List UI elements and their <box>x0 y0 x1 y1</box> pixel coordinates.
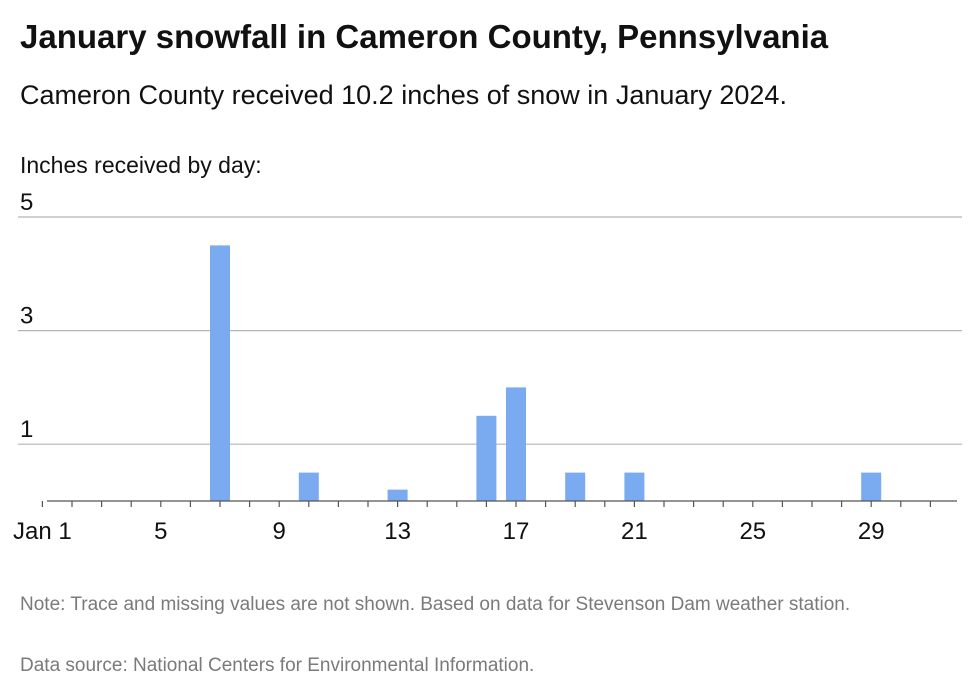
bar-jan-21 <box>624 472 645 501</box>
x-tick-label-13: 13 <box>384 518 411 545</box>
bar-jan-10 <box>298 472 319 501</box>
x-tick-label-29: 29 <box>858 518 885 545</box>
footnote: Note: Trace and missing values are not s… <box>20 594 851 615</box>
x-tick-label-9: 9 <box>273 518 286 545</box>
bars <box>210 245 882 501</box>
bar-jan-29 <box>861 472 882 501</box>
x-axis <box>41 500 957 507</box>
bar-jan-17 <box>506 387 526 501</box>
y-tick-label-3: 3 <box>20 303 33 330</box>
x-tick-label-21: 21 <box>621 518 648 545</box>
bar-jan-16 <box>476 415 497 501</box>
y-tick-label-5: 5 <box>20 190 33 216</box>
data-source: Data source: National Centers for Enviro… <box>20 655 535 676</box>
x-tick-label-1: Jan 1 <box>13 518 72 545</box>
x-tick-label-25: 25 <box>739 518 766 545</box>
y-tick-label-1: 1 <box>20 416 33 443</box>
x-tick-label-17: 17 <box>503 518 530 545</box>
chart-title: January snowfall in Cameron County, Penn… <box>20 18 829 55</box>
bar-jan-19 <box>565 472 586 501</box>
gridlines <box>18 216 962 445</box>
y-axis-caption: Inches received by day: <box>20 152 262 178</box>
bar-jan-13 <box>387 489 408 501</box>
chart-subtitle: Cameron County received 10.2 inches of s… <box>20 80 787 110</box>
x-tick-label-5: 5 <box>154 518 167 545</box>
bar-jan-7 <box>210 245 230 501</box>
